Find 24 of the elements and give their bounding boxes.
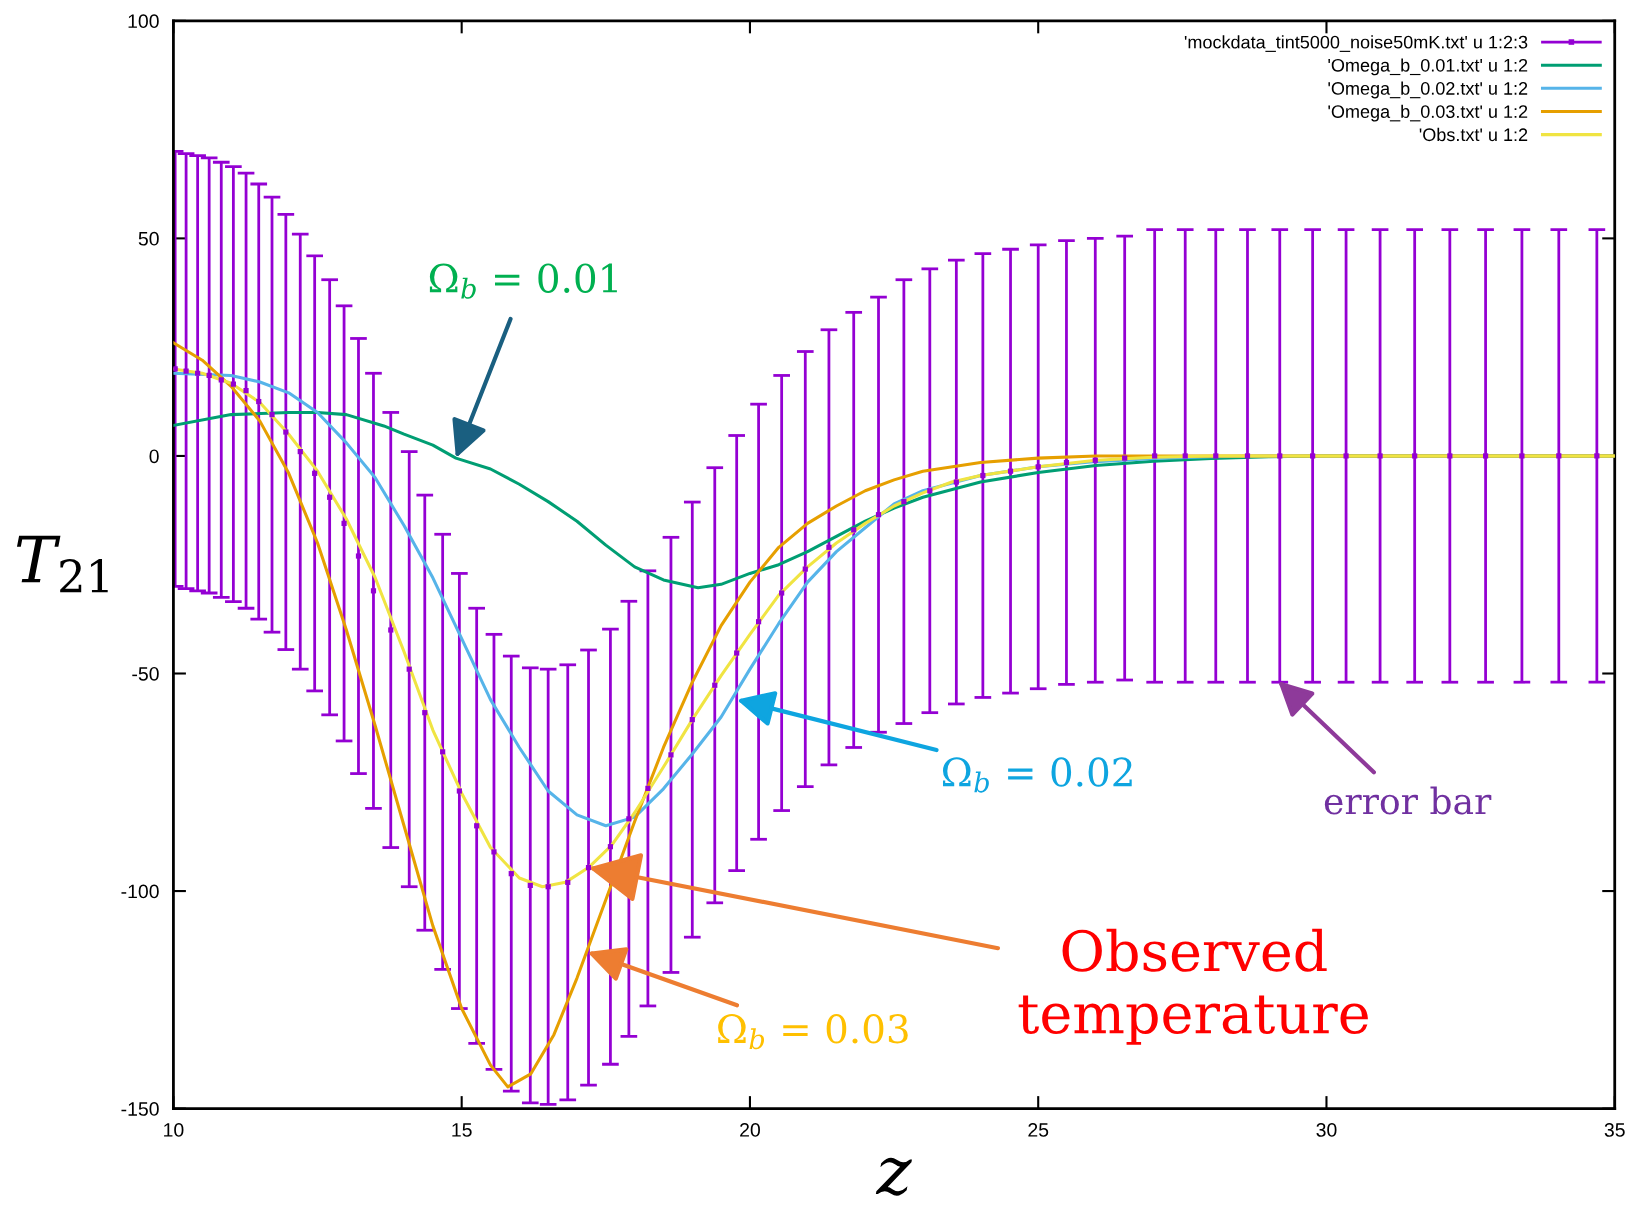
x-tick-label: 10 [164,1123,184,1137]
y-axis-title: T$_{21}$ [16,535,108,593]
x-tick-label: 20 [740,1123,760,1137]
y-tick-label: 50 [138,231,159,246]
x-tick-label: 35 [1604,1123,1625,1137]
x-tick-label: 25 [1028,1123,1049,1137]
y-tick-label: -100 [121,884,159,899]
annotation: error bar [1324,786,1492,815]
legend-label: 'Omega_b_0.02.txt' u 1:2 [1328,81,1528,99]
x-tick-label: 15 [452,1123,472,1137]
annotation: Ω$_{b}$ = 0.02 [942,757,1132,793]
y-tick-label: -50 [132,666,159,681]
legend-label: 'Omega_b_0.01.txt' u 1:2 [1328,58,1528,76]
annotation: Ω$_{b}$ = 0.03 [718,1014,908,1050]
legend-label: 'Omega_b_0.03.txt' u 1:2 [1328,104,1528,122]
y-tick-label: -150 [121,1102,159,1116]
legend-label: 'mockdata_tint5000_noise50mK.txt' u 1:2:3 [1184,35,1528,52]
legend-label: 'Obs.txt' u 1:2 [1419,127,1528,142]
y-tick-label: 100 [128,14,159,29]
y-tick-label: 0 [149,449,159,464]
annotation: Ω$_{b}$ = 0.01 [429,263,617,299]
annotation: Observed temperature [1018,928,1368,1045]
x-tick-label: 30 [1316,1123,1337,1137]
x-axis-title: z [875,1157,912,1196]
